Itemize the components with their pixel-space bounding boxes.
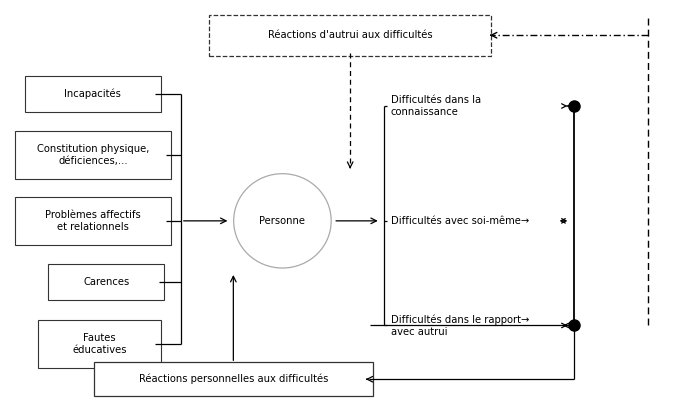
Text: Fautes
éducatives: Fautes éducatives <box>72 333 127 355</box>
Text: Réactions d'autrui aux difficultés: Réactions d'autrui aux difficultés <box>268 30 432 40</box>
FancyBboxPatch shape <box>14 197 171 244</box>
Text: Difficultés dans le rapport→
avec autrui: Difficultés dans le rapport→ avec autrui <box>391 314 529 337</box>
Text: Constitution physique,
déficiences,...: Constitution physique, déficiences,... <box>37 145 149 166</box>
FancyBboxPatch shape <box>14 131 171 179</box>
Text: Carences: Carences <box>83 278 129 287</box>
Ellipse shape <box>234 174 331 268</box>
FancyBboxPatch shape <box>94 362 373 396</box>
Text: Difficultés avec soi-même→: Difficultés avec soi-même→ <box>391 216 529 226</box>
Text: Personne: Personne <box>260 216 305 226</box>
Text: Problèmes affectifs
et relationnels: Problèmes affectifs et relationnels <box>45 210 141 232</box>
FancyBboxPatch shape <box>48 264 165 300</box>
FancyBboxPatch shape <box>38 320 161 368</box>
Text: Incapacités: Incapacités <box>65 88 121 99</box>
FancyBboxPatch shape <box>24 76 161 112</box>
Text: Difficultés dans la
connaissance: Difficultés dans la connaissance <box>391 95 481 117</box>
FancyBboxPatch shape <box>209 14 491 56</box>
Text: Réactions personnelles aux difficultés: Réactions personnelles aux difficultés <box>139 374 328 385</box>
